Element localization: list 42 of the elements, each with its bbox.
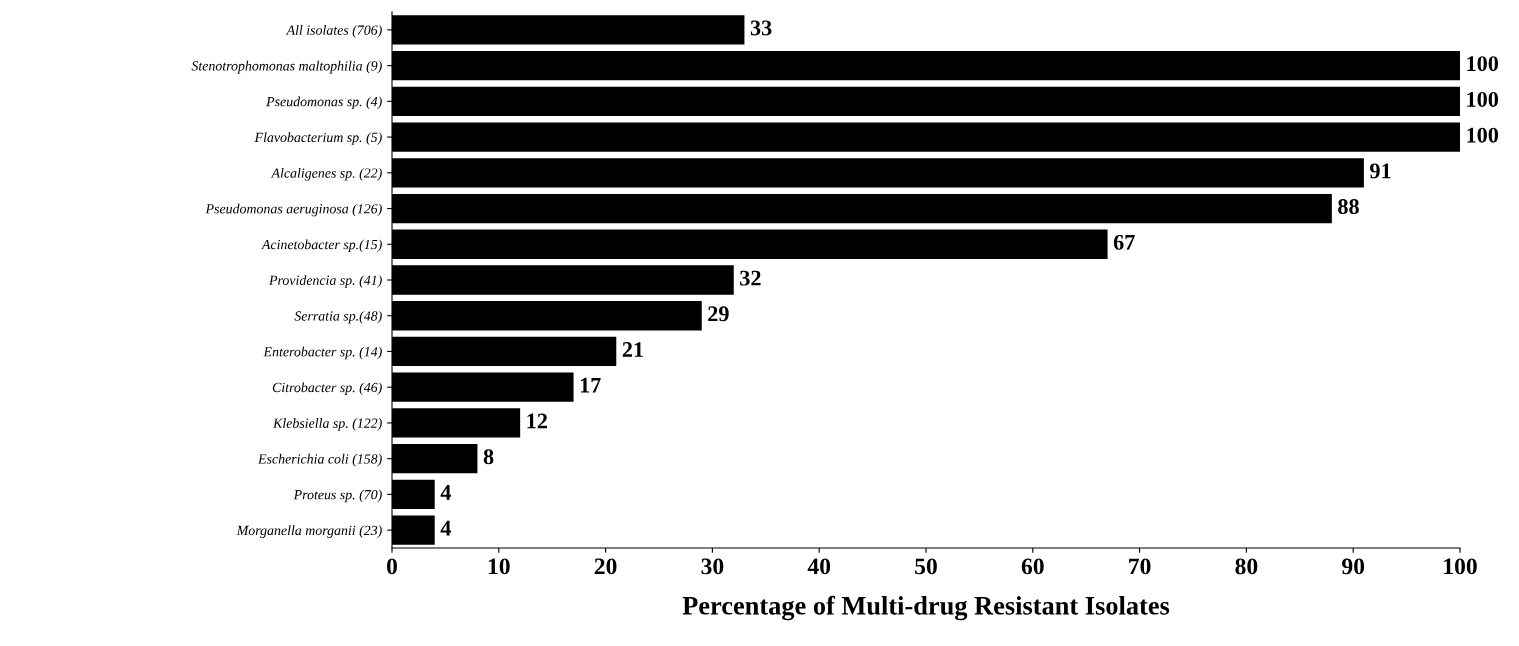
x-tick-label: 70 <box>1129 558 1151 575</box>
y-tick-label: Escherichia coli (158) <box>257 453 382 467</box>
y-tick-label: Citrobacter sp. (46) <box>272 382 382 395</box>
data-label: 33 <box>750 20 772 36</box>
x-tick-label: 80 <box>1235 558 1258 575</box>
x-tick-label: 90 <box>1342 558 1365 575</box>
y-tick-label: Enterobacter sp. (14) <box>263 346 382 360</box>
y-tick-label: Pseudomonas sp. (4) <box>266 96 382 110</box>
data-label: 100 <box>1467 91 1499 107</box>
data-label: 12 <box>527 413 547 429</box>
y-tick-label: Flavobacterium sp. (5) <box>254 132 382 145</box>
data-label: 67 <box>1113 234 1135 250</box>
y-tick-label: All isolates (706) <box>285 25 382 38</box>
data-label: 4 <box>440 520 451 536</box>
data-label: 4 <box>440 485 451 500</box>
x-tick-label: 40 <box>807 558 831 575</box>
x-axis-title: Percentage of Multi-drug Resistant Isolates <box>682 595 1170 621</box>
data-label: 21 <box>622 342 643 357</box>
x-tick-label: 50 <box>915 558 937 575</box>
y-tick-label: Providencia sp. (41) <box>268 275 382 288</box>
data-label: 17 <box>580 377 601 393</box>
y-tick-label: Serratia sp.(48) <box>294 310 382 324</box>
y-tick-label: Morganella morganii (23) <box>236 525 382 538</box>
data-label: 100 <box>1467 127 1499 143</box>
x-tick-label: 30 <box>701 558 724 575</box>
y-tick-label: Stenotrophomonas maltophilia (9) <box>191 60 382 74</box>
data-label: 32 <box>740 270 761 286</box>
y-tick-label: Acinetobacter sp.(15) <box>261 239 382 253</box>
data-label: 29 <box>708 306 729 322</box>
x-tick-label: 20 <box>594 558 617 575</box>
y-tick-label: Proteus sp. (70) <box>293 489 382 503</box>
x-tick-label: 10 <box>488 558 510 575</box>
y-tick-label: Klebsiella sp. (122) <box>272 418 382 431</box>
y-tick-label: Pseudomonas aeruginosa (126) <box>205 203 382 217</box>
x-tick-label: 0 <box>387 558 397 575</box>
data-label: 100 <box>1467 56 1499 72</box>
x-tick-label: 100 <box>1444 558 1477 575</box>
y-tick-label: Alcaligenes sp. (22) <box>270 167 382 181</box>
x-tick-label: 60 <box>1021 558 1044 575</box>
data-label: 88 <box>1338 199 1359 215</box>
data-label: 8 <box>483 449 494 465</box>
data-label: 91 <box>1370 163 1391 179</box>
